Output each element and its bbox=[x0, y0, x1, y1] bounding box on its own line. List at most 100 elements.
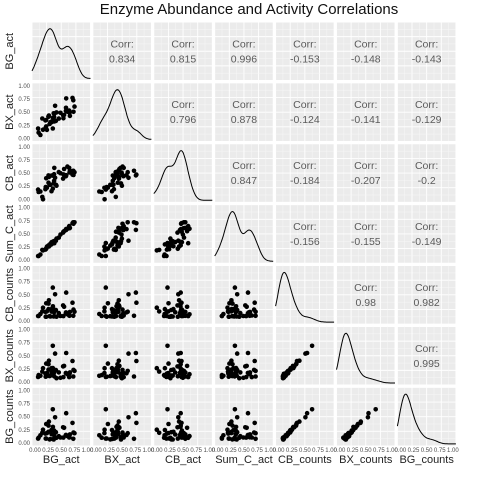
scatter-point bbox=[50, 343, 56, 349]
scatter-point bbox=[154, 305, 160, 311]
scatter-point bbox=[304, 410, 310, 416]
scatter-point bbox=[133, 410, 139, 416]
scatter-point bbox=[111, 371, 117, 376]
x-tick-label: 0.00 bbox=[29, 448, 41, 454]
y-tick-label: 0.00 bbox=[18, 197, 30, 203]
scatter-point bbox=[121, 165, 126, 171]
scatter-point bbox=[72, 220, 77, 225]
x-tick-label: 0.25 bbox=[408, 448, 420, 454]
panel-BX_counts-BX_act bbox=[92, 326, 152, 386]
corr-value: 0.982 bbox=[414, 297, 440, 309]
scatter-point bbox=[237, 435, 242, 441]
scatter-point bbox=[373, 407, 379, 412]
scatter-point bbox=[72, 104, 77, 109]
scatter-point bbox=[131, 168, 137, 174]
y-tick-label: 0.25 bbox=[18, 367, 30, 373]
panel-CB_counts-BX_act bbox=[92, 265, 152, 325]
corr-label: Corr: bbox=[415, 160, 438, 172]
x-tick-label: 0.25 bbox=[164, 448, 176, 454]
scatter-point bbox=[184, 363, 190, 369]
scatter-point bbox=[162, 427, 168, 433]
scatter-point bbox=[43, 186, 48, 192]
scatter-point bbox=[70, 95, 75, 101]
panel-BX_act-CB_counts: Corr: -0.124 bbox=[275, 82, 335, 142]
chart-title: Enzyme Abundance and Activity Correlatio… bbox=[100, 1, 399, 18]
scatter-point bbox=[40, 194, 45, 200]
scatter-point bbox=[114, 239, 119, 245]
scatter-point bbox=[52, 415, 58, 420]
scatter-point bbox=[252, 358, 257, 364]
panel-CB_counts-BG_counts: Corr: 0.982 bbox=[396, 265, 457, 325]
scatter-point bbox=[105, 421, 111, 427]
y-tick-label: 0.50 bbox=[18, 232, 30, 238]
scatter-point bbox=[43, 361, 49, 366]
scatter-point bbox=[126, 292, 131, 297]
scatter-point bbox=[156, 309, 162, 314]
panel-BG_act-BG_counts: Corr: -0.143 bbox=[396, 21, 457, 81]
scatter-point bbox=[105, 301, 111, 306]
scatter-point bbox=[166, 421, 171, 427]
x-tick-label: 0.75 bbox=[69, 448, 81, 454]
density-curve bbox=[275, 271, 335, 323]
scatter-point bbox=[66, 374, 72, 380]
scatter-point bbox=[181, 309, 187, 315]
scatter-point bbox=[52, 111, 57, 116]
density-curve bbox=[214, 210, 274, 262]
scatter-point bbox=[49, 120, 54, 125]
scatter-point bbox=[297, 358, 302, 364]
scatter-point bbox=[115, 244, 121, 249]
y-tick-label: 0.25 bbox=[18, 245, 30, 251]
corr-value: -0.207 bbox=[351, 175, 381, 187]
x-tick-label: 1.00 bbox=[386, 448, 398, 454]
scatter-point bbox=[303, 415, 308, 420]
scatter-point bbox=[40, 305, 46, 311]
scatter-point bbox=[175, 374, 181, 379]
x-tick-label: 0.75 bbox=[190, 448, 202, 454]
x-tick-label: 0.00 bbox=[395, 448, 407, 454]
scatter-point bbox=[253, 313, 258, 319]
scatter-point bbox=[63, 173, 69, 178]
scatter-point bbox=[243, 303, 248, 308]
scatter-point bbox=[126, 175, 131, 181]
scatter-point bbox=[111, 186, 117, 192]
x-variable-label: BX_act bbox=[104, 454, 139, 466]
corr-label: Corr: bbox=[293, 221, 316, 233]
scatter-point bbox=[178, 227, 183, 233]
scatter-point bbox=[156, 247, 162, 253]
x-tick-label: 0.50 bbox=[177, 448, 189, 454]
density-curve bbox=[31, 28, 91, 79]
scatter-point bbox=[116, 419, 122, 424]
panel-BX_act-Sum_C_act: Corr: 0.878 bbox=[214, 82, 274, 142]
scatter-point bbox=[124, 226, 129, 232]
scatter-point bbox=[48, 436, 53, 442]
y-tick-label: 0.75 bbox=[18, 280, 30, 286]
scatter-point bbox=[50, 186, 56, 191]
corr-value: -0.148 bbox=[351, 53, 381, 65]
scatter-point bbox=[131, 374, 137, 379]
corr-value: -0.141 bbox=[351, 114, 381, 126]
panel-CB_counts-CB_counts bbox=[275, 265, 335, 325]
scatter-point bbox=[56, 169, 62, 175]
scatter-point bbox=[50, 365, 56, 371]
scatter-point bbox=[115, 362, 120, 367]
scatter-point bbox=[52, 435, 57, 441]
scatter-point bbox=[185, 313, 191, 318]
y-tick-label: 1.00 bbox=[18, 84, 30, 90]
panel-BX_act-BX_counts: Corr: -0.141 bbox=[336, 82, 396, 142]
x-tick-label: 1.00 bbox=[203, 448, 215, 454]
y-tick-label: 0.00 bbox=[18, 380, 30, 386]
scatter-point bbox=[48, 373, 53, 378]
panel-Sum_C_act-CB_act bbox=[153, 204, 213, 264]
scatter-point bbox=[102, 430, 107, 436]
scatter-point bbox=[166, 436, 172, 441]
scatter-point bbox=[233, 365, 239, 371]
x-variable-label: CB_counts bbox=[278, 454, 332, 466]
scatter-point bbox=[221, 311, 226, 317]
panel-Sum_C_act-BX_act bbox=[92, 204, 152, 264]
scatter-point bbox=[103, 343, 109, 349]
scatter-point bbox=[52, 175, 58, 181]
y-tick-label: 0.25 bbox=[18, 306, 30, 312]
scatter-point bbox=[232, 435, 237, 441]
x-tick-label: 0.50 bbox=[116, 448, 128, 454]
panel-BX_counts-CB_counts bbox=[275, 326, 335, 386]
